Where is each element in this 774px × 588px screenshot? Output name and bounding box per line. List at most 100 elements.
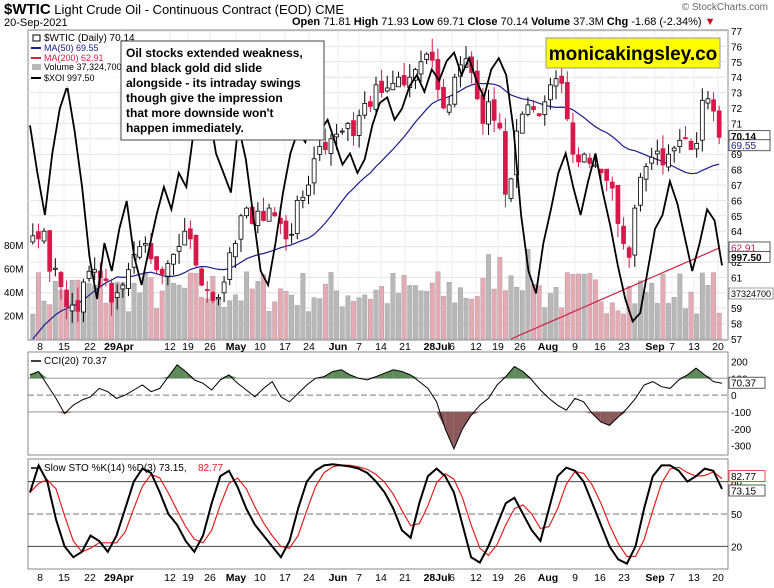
close-value: 70.14 [500,16,529,28]
volume-bar [311,297,317,340]
x-tick-label-bottom: 16 [594,572,606,584]
sto-k-value-box [728,484,766,497]
cci-panel-frame [27,351,729,456]
candle-body [677,139,683,147]
x-tick-label-price: Sep [645,341,664,353]
volume-bar [407,285,413,340]
x-tick-label-bottom: 6 [449,572,455,584]
cci-fill-overbought [38,371,48,379]
candle-body [204,289,210,292]
volume-bar [154,308,159,340]
legend-ma50: MA(50) 69.55 [44,43,99,53]
volume-bar [294,305,300,340]
x-tick-label-price: 7 [356,341,362,353]
candle-body [491,99,497,121]
sto-k-value-label: 73.15 [731,486,756,497]
candle-body [114,292,120,298]
down-arrow-icon: ▼ [704,16,716,28]
x-tick-label-price: 14 [375,341,387,353]
volume-bar [711,272,716,340]
volume-tick-label: 20M [4,312,23,323]
candle-body [255,210,261,227]
volume-label: Volume [531,16,571,28]
candle-body [92,269,98,273]
volume-bar [232,294,238,340]
price-tick-label: 68 [731,166,743,177]
volume-marker: 37324700 [731,289,771,299]
volume-bar [621,313,626,340]
candle-body [187,228,193,240]
x-tick-label-price: 21 [399,341,411,353]
price-tick-label: 57 [731,335,743,346]
candle-body [699,99,705,141]
sto-tick-label: 80 [731,478,743,489]
volume-bar [463,298,469,340]
candle-body [542,101,548,115]
cci-tick-label: -200 [731,425,751,436]
volume-bar [249,288,255,340]
volume-bar [418,290,424,340]
x-tick-label-bottom: May [226,572,247,584]
volume-bar [142,272,148,340]
candle-body [694,143,700,150]
cci-fill-overbought [393,369,402,379]
volume-bar [137,292,143,340]
chart-date: 20-Sep-2021 [4,17,68,29]
price-tick-label: 59 [731,304,743,315]
candle-body [300,196,306,201]
candle-body [626,247,632,258]
candle-body [609,181,615,189]
x-tick-label-price: 23 [618,341,630,353]
annotation-line-4: though give the impression [126,91,283,105]
candle-body [81,281,86,313]
candle-body [576,154,581,163]
volume-bar [317,298,323,340]
volume-bar [187,272,193,340]
candle-body [396,76,401,88]
cci-fill-overbought [696,368,705,379]
candle-body [244,207,249,217]
volume-bar [683,308,688,340]
volume-tick-label: 60M [4,265,23,276]
volume-bar [339,306,345,340]
annotation-line-6: happen immediately. [126,121,244,135]
x-tick-label-price: 28Jul [424,341,451,353]
x-tick-label-bottom: 15 [58,572,70,584]
cci-fill-oversold [609,411,619,426]
legend-xoi: $XOI 997.50 [44,73,95,83]
high-value: 71.93 [381,16,409,28]
volume-bar [435,271,441,340]
candle-body [654,150,660,155]
candle-body [322,141,328,150]
candle-body [649,156,655,164]
cci-fill-oversold [600,411,610,426]
volume-marker-box [728,287,774,300]
candle-body [126,269,131,289]
candle-body [373,84,379,110]
xoi-marker: 997.50 [731,253,762,264]
candle-body [564,82,570,120]
volume-bar [502,290,508,340]
volume-bar [277,288,283,340]
volume-legend-icon [32,64,41,70]
volume-bar [660,274,666,340]
sto-tick-label: 50 [731,510,743,521]
candle-body [604,168,610,181]
candle-body [401,75,407,86]
annotation-box: Oil stocks extended weakness, and black … [120,40,325,141]
cci-fill-overbought [514,366,524,379]
x-tick-label-bottom: 20 [712,572,724,584]
volume-bar [716,312,722,340]
volume-bar [441,295,446,340]
candle-body [103,278,109,281]
candle-body [232,243,238,258]
candle-body [711,99,716,112]
cci-fill-overbought [30,371,39,379]
candle-body [86,270,92,279]
candle-body [75,300,81,312]
cci-fill-overbought [523,371,532,379]
cci-fill-oversold [436,411,446,429]
candle-body [289,233,294,236]
x-tick-label-price: 12 [164,341,176,353]
candle-body [666,153,671,168]
